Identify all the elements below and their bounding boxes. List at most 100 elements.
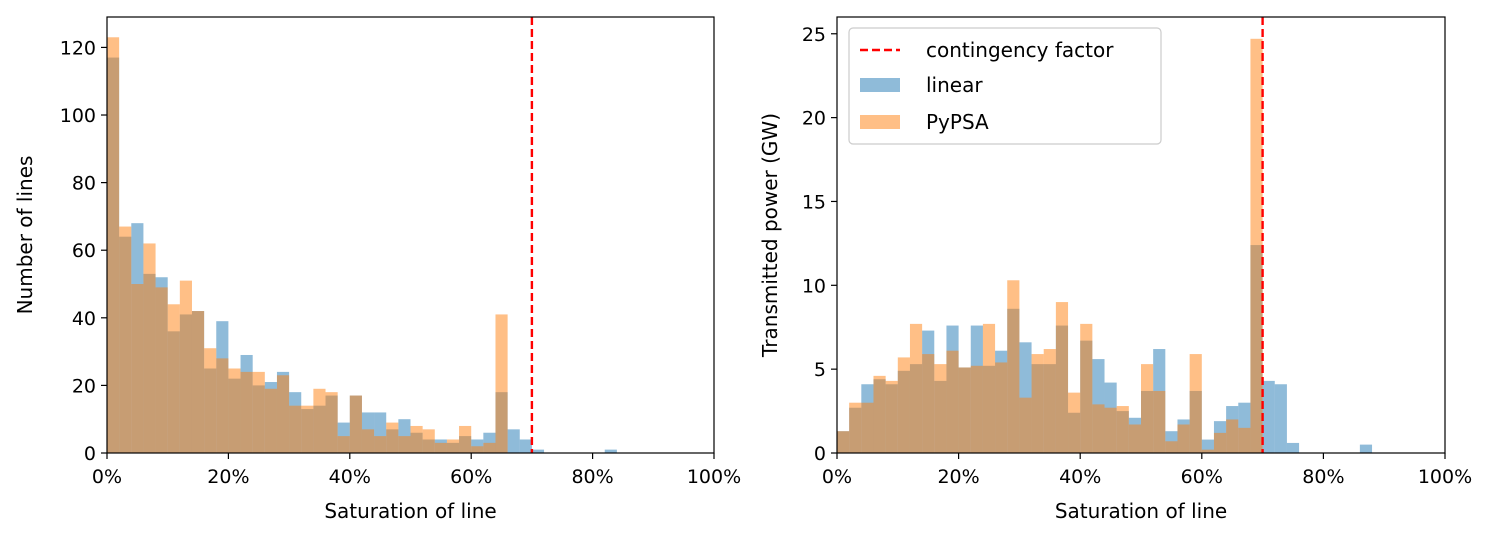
- left-x-tick-label: 0%: [92, 466, 122, 488]
- left-bars-pypsa: [107, 37, 508, 454]
- right-y-tick-label: 10: [802, 275, 826, 297]
- right-bar-pypsa: [982, 323, 996, 453]
- left-y-tick-label: 0: [84, 443, 96, 465]
- right-bar-pypsa: [1007, 280, 1020, 453]
- left-bar-pypsa: [434, 442, 447, 453]
- left-y-tick-label: 40: [72, 308, 96, 330]
- left-bar-pypsa: [119, 226, 132, 453]
- right-y-axis-label: Transmitted power (GW): [758, 113, 782, 358]
- right-bar-pypsa: [1141, 364, 1154, 453]
- left-bar-pypsa: [276, 375, 290, 453]
- left-y-axis-label: Number of lines: [13, 156, 37, 315]
- left-bar-pypsa: [422, 429, 435, 453]
- left-bar-linear: [604, 449, 617, 453]
- right-bar-pypsa: [1238, 427, 1251, 453]
- left-bar-pypsa: [386, 422, 399, 453]
- right-bar-linear: [1274, 384, 1287, 453]
- right-bars-pypsa: [837, 38, 1263, 454]
- right-chart: 0% 20% 40% 60% 80% 100% 0 5 10 15 20 25 Saturation…: [758, 16, 1472, 523]
- left-bar-pypsa: [204, 348, 217, 453]
- legend-linear-label: linear: [926, 73, 983, 97]
- left-bar-pypsa: [107, 37, 120, 454]
- right-bar-pypsa: [1043, 349, 1056, 453]
- left-y-tick-label: 80: [72, 173, 96, 195]
- right-bar-pypsa: [873, 375, 886, 453]
- legend-pypsa-swatch: [860, 115, 900, 129]
- left-bar-pypsa: [459, 425, 472, 453]
- left-bar-pypsa: [191, 311, 205, 453]
- right-bar-pypsa: [1116, 406, 1129, 453]
- right-bar-pypsa: [958, 367, 971, 453]
- right-bar-pypsa: [1250, 38, 1263, 454]
- right-bar-pypsa: [1031, 354, 1044, 453]
- left-x-tick-label: 60%: [450, 466, 492, 488]
- right-bar-linear: [1286, 442, 1300, 453]
- left-bar-pypsa: [495, 314, 508, 453]
- left-bar-pypsa: [337, 436, 350, 453]
- right-bar-pypsa: [1092, 404, 1105, 453]
- right-x-tick-label: 40%: [1059, 466, 1101, 488]
- right-bar-pypsa: [1055, 302, 1069, 453]
- right-bar-pypsa: [897, 357, 910, 453]
- left-y-tick-label: 60: [72, 240, 96, 262]
- right-bar-pypsa: [995, 362, 1008, 453]
- right-bar-pypsa: [1213, 432, 1227, 453]
- left-bar-pypsa: [289, 405, 302, 453]
- right-bar-pypsa: [1104, 407, 1117, 453]
- left-bar-pypsa: [361, 429, 375, 453]
- left-x-ticks: 0% 20% 40% 60% 80% 100%: [92, 453, 741, 488]
- left-bar-pypsa: [410, 425, 423, 453]
- left-x-tick-label: 20%: [207, 466, 249, 488]
- left-chart: 0% 20% 40% 60% 80% 100% 0 20 40 60 80 100 120 Satur…: [13, 16, 741, 523]
- left-x-tick-label: 40%: [329, 466, 371, 488]
- right-y-tick-label: 20: [802, 108, 826, 130]
- left-bar-pypsa: [398, 436, 411, 453]
- left-bar-pypsa: [240, 371, 253, 453]
- left-bar-pypsa: [313, 388, 326, 453]
- right-bar-pypsa: [922, 354, 935, 453]
- right-bar-pypsa: [1226, 419, 1239, 453]
- left-bar-linear: [531, 449, 545, 453]
- left-bar-pypsa: [179, 280, 192, 453]
- left-bar-pypsa: [471, 446, 484, 453]
- right-bar-linear: [1359, 444, 1373, 453]
- left-bar-pypsa: [167, 304, 180, 453]
- left-y-ticks: 0 20 40 60 80 100 120: [60, 37, 107, 465]
- legend-box: [848, 27, 1162, 145]
- right-y-tick-label: 25: [802, 24, 826, 46]
- right-bar-pypsa: [1080, 323, 1093, 453]
- right-x-axis-label: Saturation of line: [1055, 499, 1227, 523]
- right-bar-pypsa: [837, 431, 850, 453]
- right-bar-pypsa: [934, 364, 947, 453]
- right-x-tick-label: 60%: [1181, 466, 1223, 488]
- left-y-tick-label: 20: [72, 375, 96, 397]
- right-bar-pypsa: [885, 380, 898, 453]
- right-plot-frame: [836, 16, 1446, 454]
- right-bar-pypsa: [861, 402, 874, 453]
- left-bar-pypsa: [155, 287, 168, 453]
- left-bar-pypsa: [252, 371, 265, 453]
- legend-pypsa-label: PyPSA: [926, 110, 989, 134]
- legend-contingency-label: contingency factor: [926, 38, 1114, 62]
- right-y-tick-label: 5: [814, 359, 826, 381]
- left-x-tick-label: 100%: [687, 466, 741, 488]
- right-bar-pypsa: [1201, 449, 1214, 453]
- right-y-tick-label: 0: [814, 443, 826, 465]
- left-x-tick-label: 80%: [571, 466, 613, 488]
- right-bar-pypsa: [1128, 424, 1141, 453]
- left-y-tick-label: 120: [60, 37, 96, 59]
- left-bar-linear: [507, 429, 520, 453]
- left-bar-pypsa: [446, 439, 460, 453]
- left-bar-pypsa: [325, 392, 338, 453]
- right-x-tick-label: 0%: [822, 466, 852, 488]
- left-bar-pypsa: [349, 395, 362, 453]
- right-bar-pypsa: [1177, 424, 1190, 453]
- left-bar-pypsa: [216, 358, 229, 453]
- right-x-tick-label: 20%: [937, 466, 979, 488]
- right-y-ticks: 0 5 10 15 20 25: [802, 24, 837, 465]
- left-bar-pypsa: [143, 243, 156, 453]
- left-bar-pypsa: [264, 388, 277, 453]
- legend-linear-swatch: [860, 78, 900, 92]
- left-plot-frame: [106, 16, 715, 454]
